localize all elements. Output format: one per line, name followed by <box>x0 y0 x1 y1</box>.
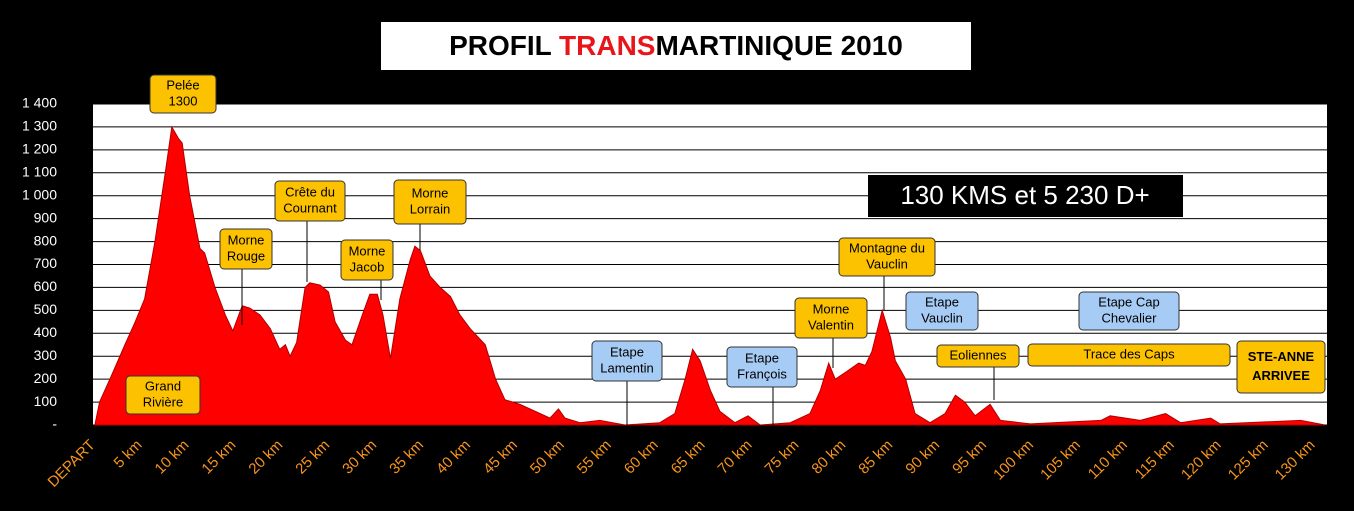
annotation-text: Morne <box>813 301 850 316</box>
annotation-text: Etape <box>745 350 779 365</box>
title-box <box>381 22 971 70</box>
x-tick-label: 100 km <box>990 437 1037 484</box>
annotation-text: Morne <box>228 232 265 247</box>
annotation-box <box>1236 340 1326 394</box>
annotation-box <box>591 340 663 382</box>
annotation-box <box>393 179 467 225</box>
annotation-text: Valentin <box>808 317 854 332</box>
annotation-text: Rivière <box>143 394 183 409</box>
x-tick-label: 75 km <box>762 437 803 478</box>
y-tick-label: 200 <box>34 370 58 386</box>
annotation-box <box>794 297 868 339</box>
chart-title: PROFIL TRANSMARTINIQUE 2010 <box>449 30 903 61</box>
y-tick-label: 1 000 <box>22 186 57 202</box>
y-tick-label: 900 <box>34 209 58 225</box>
annotation-text: Rouge <box>227 248 265 263</box>
x-tick-label: 125 km <box>1225 437 1272 484</box>
annotation-text: Pelée <box>166 77 199 92</box>
x-tick-label: 80 km <box>808 437 849 478</box>
x-tick-label: 60 km <box>621 437 662 478</box>
annotation-box <box>1078 291 1180 331</box>
annotation-text: Morne <box>349 243 386 258</box>
x-tick-label: 5 km <box>111 437 146 472</box>
y-tick-label: 300 <box>34 347 58 363</box>
y-tick-label: 100 <box>34 393 58 409</box>
x-tick-label: 65 km <box>668 437 709 478</box>
y-tick-label: 1 300 <box>22 118 57 134</box>
x-tick-label: 25 km <box>292 437 333 478</box>
y-tick-label: 500 <box>34 301 58 317</box>
y-tick-label: 1 100 <box>22 163 57 179</box>
annotation-box <box>274 180 346 222</box>
annotation-text: 1300 <box>169 93 198 108</box>
x-tick-label: 90 km <box>902 437 943 478</box>
y-tick-label: 400 <box>34 324 58 340</box>
annotation-box <box>905 291 979 331</box>
annotation-box <box>149 74 217 114</box>
annotation-text: Lorrain <box>410 201 450 216</box>
annotation-text: ARRIVEE <box>1252 368 1310 383</box>
annotation-text: Montagne du <box>849 240 925 255</box>
annotation-box <box>340 239 394 281</box>
x-tick-label: 85 km <box>855 437 896 478</box>
y-tick-label: 800 <box>34 232 58 248</box>
annotation-text: Trace des Caps <box>1083 346 1175 361</box>
annotation-box <box>125 375 201 415</box>
y-tick-label: 1 200 <box>22 141 57 157</box>
annotation-text: Lamentin <box>600 360 653 375</box>
annotation-text: Cournant <box>283 200 337 215</box>
annotation-box <box>219 228 273 270</box>
annotation-text: Etape Cap <box>1098 294 1159 309</box>
y-tick-label: 700 <box>34 255 58 271</box>
annotation-text: Morne <box>412 185 449 200</box>
x-tick-label: 20 km <box>245 437 286 478</box>
annotation-box <box>1027 343 1231 367</box>
x-tick-label: 10 km <box>152 437 193 478</box>
x-tick-label: 55 km <box>574 437 615 478</box>
y-tick-label: 1 400 <box>22 95 57 111</box>
summary-box <box>868 175 1183 217</box>
annotation-box <box>838 237 936 277</box>
elevation-area <box>94 125 1326 426</box>
x-tick-label: 105 km <box>1037 437 1084 484</box>
annotation-text: Vauclin <box>921 310 963 325</box>
x-tick-label: 120 km <box>1178 437 1225 484</box>
annotation-box <box>726 346 798 388</box>
x-tick-label: 95 km <box>949 437 990 478</box>
x-tick-label: 130 km <box>1272 437 1319 484</box>
x-tick-label: 35 km <box>386 437 427 478</box>
x-tick-label: 70 km <box>715 437 756 478</box>
x-tick-label: 15 km <box>198 437 239 478</box>
x-tick-label: 110 km <box>1085 437 1131 483</box>
title-part: PROFIL <box>449 30 559 61</box>
annotation-text: Vauclin <box>866 256 908 271</box>
x-tick-label: 45 km <box>480 437 521 478</box>
annotation-text: STE-ANNE <box>1248 349 1315 364</box>
annotation-text: Chevalier <box>1102 310 1158 325</box>
summary: 130 KMS et 5 230 D+ <box>900 180 1149 210</box>
x-tick-label: DEPART <box>45 437 99 491</box>
annotation-text: Eoliennes <box>949 347 1007 362</box>
title-part: MARTINIQUE 2010 <box>655 30 902 61</box>
annotation-text: Jacob <box>350 259 385 274</box>
y-tick-label: 600 <box>34 278 58 294</box>
x-tick-label: 50 km <box>527 437 568 478</box>
annotation-text: Etape <box>925 294 959 309</box>
annotation-text: François <box>737 366 787 381</box>
annotation-text: Grand <box>145 378 181 393</box>
annotation-text: Crête du <box>285 184 335 199</box>
x-tick-label: 115 km <box>1132 437 1178 483</box>
annotation-text: Etape <box>610 344 644 359</box>
x-tick-label: 30 km <box>339 437 380 478</box>
annotation-box <box>936 344 1020 368</box>
y-tick-label: - <box>52 416 57 432</box>
x-tick-label: 40 km <box>433 437 474 478</box>
title-part: TRANS <box>559 30 655 61</box>
